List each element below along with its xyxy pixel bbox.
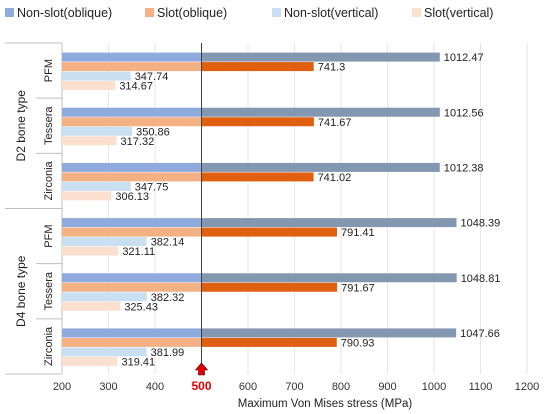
bar-2-left: [62, 172, 202, 182]
category-label: Tessera: [43, 271, 55, 310]
data-label: 314.67: [119, 81, 153, 93]
bar-2-left: [62, 62, 202, 72]
bar-3: [62, 181, 131, 191]
x-tick-label: 800: [332, 381, 350, 393]
bar-4: [62, 81, 116, 91]
x-tick-label: 1100: [469, 381, 493, 393]
data-label: 347.75: [135, 181, 169, 193]
chart-frame: [5, 42, 63, 375]
x-tick-label: 700: [285, 381, 303, 393]
bar-2-right: [201, 227, 338, 237]
data-label: 325.43: [124, 301, 158, 313]
bar-1-right: [201, 162, 440, 172]
group-label: D4 bone type: [14, 255, 28, 327]
category-labels: PFM Tessera Zirconia D2 bone type PFM Tessera…: [14, 59, 55, 366]
x-tick-label: 1200: [515, 381, 539, 393]
data-label: 306.13: [115, 191, 149, 203]
x-tick-label: 600: [239, 381, 257, 393]
x-tick-label: 300: [99, 381, 117, 393]
bar-2-left: [62, 117, 202, 127]
bar-2-left: [62, 282, 202, 292]
data-label: 1048.39: [461, 218, 501, 230]
bar-1-right: [201, 328, 457, 338]
bar-1-left: [62, 218, 202, 228]
bar-4: [62, 136, 117, 146]
category-label: Zirconia: [43, 160, 55, 200]
x-tick-label: 200: [53, 381, 71, 393]
data-label: 741.3: [318, 62, 346, 74]
bar-1-right: [201, 218, 457, 228]
chart-legend: Non-slot(oblique) Slot(oblique) Non-slot(v…: [5, 6, 493, 20]
bar-1-left: [62, 107, 202, 117]
data-label: 741.02: [318, 172, 352, 184]
data-label: 1012.56: [444, 107, 484, 119]
bar-3: [62, 237, 147, 247]
legend-swatch-3: [272, 8, 281, 17]
bar-4: [62, 246, 119, 256]
x-tick-label: 400: [146, 381, 164, 393]
category-label: PFM: [43, 224, 55, 247]
grid-lines: [108, 43, 528, 374]
bar-3: [62, 71, 131, 81]
bar-3: [62, 292, 147, 302]
category-label: PFM: [43, 59, 55, 82]
bar-2-right: [201, 282, 338, 292]
data-label: 382.32: [151, 292, 185, 304]
category-label: Zirconia: [43, 326, 55, 366]
bar-3: [62, 126, 133, 136]
bar-1-left: [62, 52, 202, 62]
legend-swatch-2: [145, 8, 154, 17]
bar-1-left: [62, 162, 202, 172]
bar-3: [62, 347, 147, 357]
category-label: Tessera: [43, 106, 55, 145]
bars-layer: [62, 43, 457, 374]
bar-2-right: [201, 62, 314, 72]
bar-1-left: [62, 273, 202, 283]
legend-label-1: Non-slot(oblique): [17, 6, 112, 20]
data-label: 319.41: [122, 356, 156, 368]
x-tick-label: 500: [191, 379, 211, 393]
x-tick-label: 1000: [422, 381, 446, 393]
data-label: 1048.81: [461, 273, 501, 285]
bar-1-right: [201, 107, 440, 117]
bar-1-right: [201, 52, 440, 62]
data-label: 791.67: [341, 282, 375, 294]
bar-2-left: [62, 227, 202, 237]
data-label: 1012.47: [444, 52, 484, 64]
legend-label-2: Slot(oblique): [157, 6, 227, 20]
data-label: 350.86: [136, 126, 170, 138]
bar-2-right: [201, 337, 337, 347]
bar-4: [62, 301, 121, 311]
bar-2-left: [62, 337, 202, 347]
data-label: 791.41: [341, 227, 375, 239]
data-label: 790.93: [341, 337, 375, 349]
bar-4: [62, 191, 112, 201]
x-tick-label: 900: [378, 381, 396, 393]
red-arrow-icon: [194, 362, 209, 376]
legend-label-3: Non-slot(vertical): [284, 6, 378, 20]
data-label: 347.74: [135, 71, 169, 83]
data-label: 317.32: [121, 136, 155, 148]
bar-2-right: [201, 172, 314, 182]
legend-label-4: Slot(vertical): [424, 6, 493, 20]
data-label: 741.67: [318, 117, 352, 129]
data-label: 1012.38: [444, 162, 484, 174]
bar-1-right: [201, 273, 457, 283]
legend-swatch-4: [412, 8, 421, 17]
x-axis-label: Maximum Von Mises stress (MPa): [238, 398, 413, 410]
data-label: 321.11: [122, 246, 155, 258]
data-label: 382.14: [151, 237, 185, 249]
bar-1-left: [62, 328, 202, 338]
data-label: 381.99: [151, 347, 185, 359]
bar-4: [62, 356, 118, 366]
legend-swatch-1: [5, 8, 14, 17]
data-label: 1047.66: [460, 328, 500, 340]
group-label: D2 bone type: [14, 90, 28, 162]
x-axis: 200 300 400 500 600 700 800 900 1000 1100 1200: [53, 362, 539, 393]
bar-2-right: [201, 117, 314, 127]
